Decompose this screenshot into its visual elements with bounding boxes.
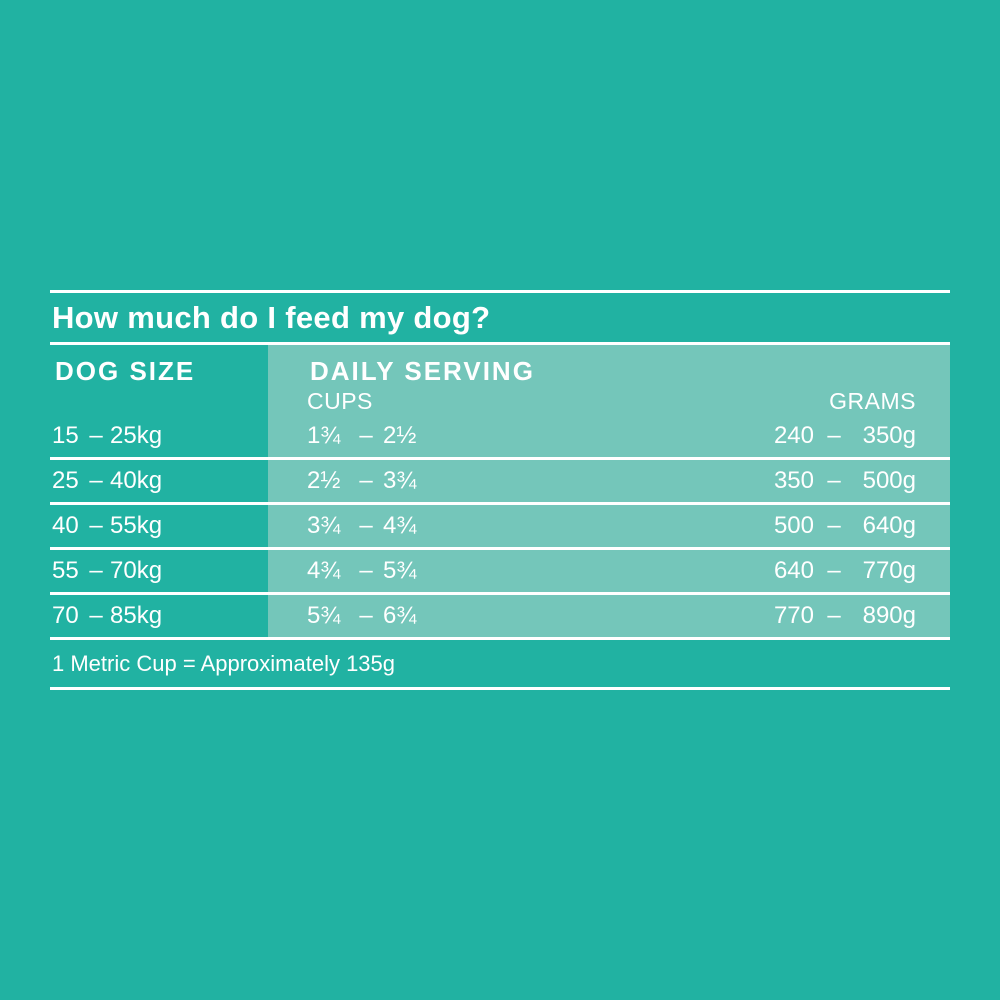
- size-range-max: 85kg: [110, 602, 163, 629]
- grams-cell: 240 – 350g: [670, 422, 950, 450]
- size-range-max: 70kg: [110, 557, 163, 584]
- cups-range-min: 1¾: [307, 422, 341, 449]
- daily-serving-band: [268, 345, 950, 640]
- size-range-min: 70: [52, 602, 79, 629]
- dog-size-cell: 40 – 55kg: [50, 512, 268, 540]
- dog-size-cell: 15 – 25kg: [50, 422, 268, 450]
- table-header: DOG SIZE DAILY SERVING CUPS GRAMS: [50, 345, 950, 415]
- table-row: 25 – 40kg 2½ – 3¾ 350 – 500g: [50, 460, 950, 505]
- grams-range-max: 640g: [862, 512, 916, 539]
- feeding-table: DOG SIZE DAILY SERVING CUPS GRAMS 15 – 2…: [50, 345, 950, 640]
- range-dash: –: [827, 422, 841, 449]
- range-dash: –: [359, 467, 373, 494]
- bottom-divider: [50, 687, 950, 690]
- feeding-table-content: DOG SIZE DAILY SERVING CUPS GRAMS 15 – 2…: [50, 345, 950, 640]
- cups-header: CUPS: [307, 387, 373, 414]
- cups-range-max: 2½: [383, 422, 417, 449]
- range-dash: –: [89, 557, 103, 584]
- range-dash: –: [827, 467, 841, 494]
- grams-header: GRAMS: [829, 387, 916, 414]
- grams-cell: 500 – 640g: [670, 512, 950, 540]
- table-row: 55 – 70kg 4¾ – 5¾ 640 – 770g: [50, 550, 950, 595]
- table-header-row-units: CUPS GRAMS: [50, 387, 950, 415]
- grams-range-max: 890g: [862, 602, 916, 629]
- cups-cell: 4¾ – 5¾: [268, 557, 670, 585]
- range-dash: –: [827, 602, 841, 629]
- cups-range-max: 4¾: [383, 512, 417, 539]
- metric-cup-footnote: 1 Metric Cup = Approximately 135g: [52, 650, 396, 676]
- cups-range-min: 4¾: [307, 557, 341, 584]
- range-dash: –: [359, 512, 373, 539]
- grams-range-min: 240: [773, 422, 814, 449]
- cups-cell: 2½ – 3¾: [268, 467, 670, 495]
- range-dash: –: [359, 602, 373, 629]
- grams-range-min: 500: [773, 512, 814, 539]
- cups-cell: 5¾ – 6¾: [268, 602, 670, 630]
- feeding-guide-panel: How much do I feed my dog? DOG SIZE DAIL…: [50, 290, 950, 690]
- title-divider: [50, 342, 950, 345]
- dog-size-header: DOG SIZE: [55, 356, 196, 386]
- grams-range-min: 770: [773, 602, 814, 629]
- table-row: 15 – 25kg 1¾ – 2½ 240 – 350g: [50, 415, 950, 460]
- dog-size-cell: 25 – 40kg: [50, 467, 268, 495]
- grams-cell: 640 – 770g: [670, 557, 950, 585]
- range-dash: –: [89, 467, 103, 494]
- grams-range-max: 500g: [862, 467, 916, 494]
- dog-size-cell: 55 – 70kg: [50, 557, 268, 585]
- range-dash: –: [827, 557, 841, 584]
- cups-range-min: 2½: [307, 467, 341, 494]
- range-dash: –: [89, 422, 103, 449]
- size-range-max: 25kg: [110, 422, 163, 449]
- grams-range-min: 350: [773, 467, 814, 494]
- cups-range-min: 3¾: [307, 512, 341, 539]
- cups-range-max: 5¾: [383, 557, 417, 584]
- cups-cell: 3¾ – 4¾: [268, 512, 670, 540]
- cups-cell: 1¾ – 2½: [268, 422, 670, 450]
- size-range-max: 55kg: [110, 512, 163, 539]
- cups-range-min: 5¾: [307, 602, 341, 629]
- table-header-row-main: DOG SIZE DAILY SERVING: [50, 356, 950, 387]
- table-row: 40 – 55kg 3¾ – 4¾ 500 – 640g: [50, 505, 950, 550]
- size-range-min: 55: [52, 557, 79, 584]
- grams-range-min: 640: [773, 557, 814, 584]
- page-title: How much do I feed my dog?: [52, 299, 491, 335]
- grams-cell: 350 – 500g: [670, 467, 950, 495]
- daily-serving-header: DAILY SERVING: [310, 356, 535, 386]
- size-range-min: 25: [52, 467, 79, 494]
- grams-range-max: 770g: [862, 557, 916, 584]
- table-row: 70 – 85kg 5¾ – 6¾ 770 – 890g: [50, 595, 950, 640]
- dog-size-cell: 70 – 85kg: [50, 602, 268, 630]
- grams-range-max: 350g: [862, 422, 916, 449]
- range-dash: –: [359, 422, 373, 449]
- size-range-min: 15: [52, 422, 79, 449]
- grams-cell: 770 – 890g: [670, 602, 950, 630]
- range-dash: –: [827, 512, 841, 539]
- range-dash: –: [89, 602, 103, 629]
- cups-range-max: 6¾: [383, 602, 417, 629]
- size-range-min: 40: [52, 512, 79, 539]
- range-dash: –: [89, 512, 103, 539]
- top-divider: [50, 290, 950, 293]
- range-dash: –: [359, 557, 373, 584]
- cups-range-max: 3¾: [383, 467, 417, 494]
- size-range-max: 40kg: [110, 467, 163, 494]
